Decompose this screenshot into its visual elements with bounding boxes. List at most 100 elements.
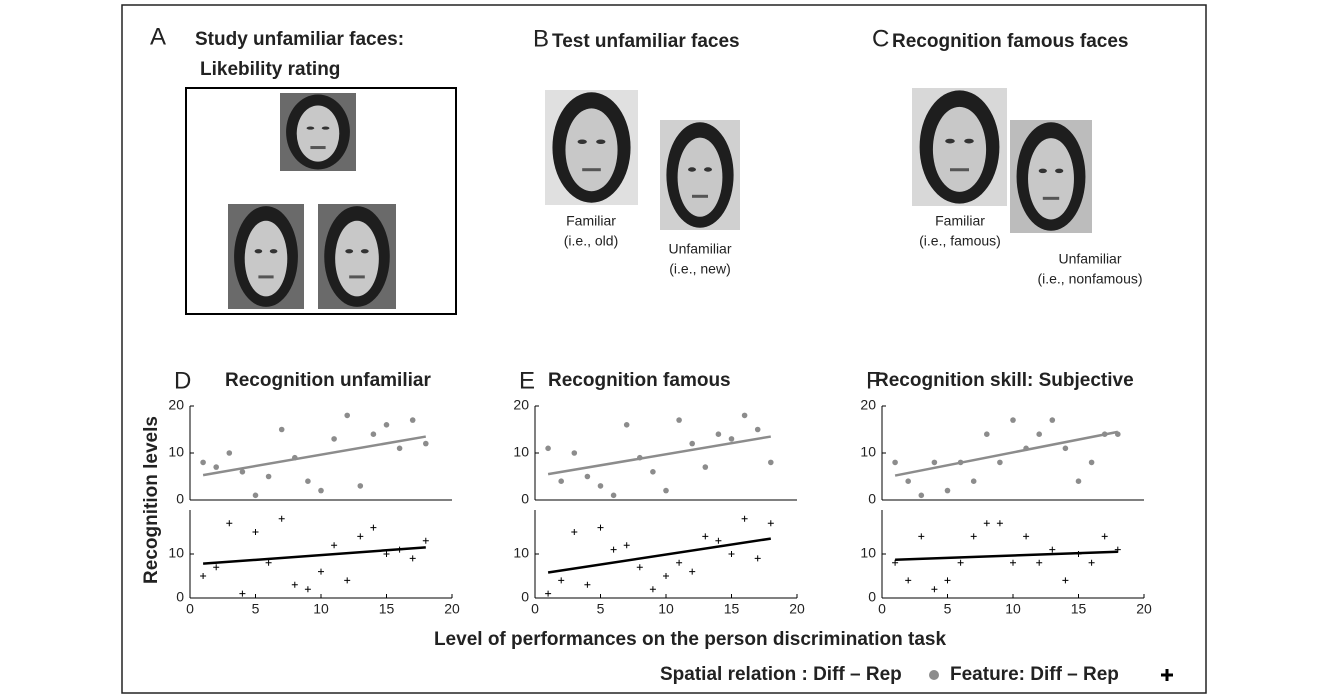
point: [729, 551, 735, 557]
point: [1089, 560, 1095, 566]
panel-title: Recognition famous faces: [892, 31, 1129, 52]
x-tick-label: 15: [1071, 601, 1087, 617]
point: [702, 533, 708, 539]
y-tick-label: 20: [860, 397, 876, 413]
point: [226, 520, 232, 526]
point: [1089, 460, 1095, 466]
point: [571, 529, 577, 535]
x-tick-label: 20: [789, 601, 805, 617]
legend-label: Feature: Diff – Rep: [950, 664, 1119, 685]
face-mouth: [310, 146, 325, 149]
point: [1049, 547, 1055, 553]
fit-line: [203, 547, 426, 563]
point: [931, 586, 937, 592]
face-eye: [345, 249, 353, 253]
x-tick-label: 10: [1005, 601, 1021, 617]
fit-line: [895, 432, 1118, 476]
x-tick-label: 0: [531, 601, 539, 617]
face-skin: [335, 221, 379, 297]
point: [371, 431, 377, 437]
x-tick-label: 0: [878, 601, 886, 617]
point: [945, 577, 951, 583]
face-eye: [361, 249, 369, 253]
point: [279, 427, 285, 433]
point: [1010, 417, 1016, 423]
point: [318, 488, 324, 494]
point: [715, 538, 721, 544]
point: [384, 422, 390, 428]
fit-line: [548, 539, 771, 573]
point: [997, 460, 1003, 466]
point: [984, 520, 990, 526]
point: [1010, 560, 1016, 566]
point: [358, 483, 364, 489]
fit-line: [548, 437, 771, 475]
point: [545, 591, 551, 597]
point: [213, 464, 219, 470]
y-tick-label: 10: [168, 545, 184, 561]
point: [558, 577, 564, 583]
x-tick-label: 15: [724, 601, 740, 617]
point: [624, 542, 630, 548]
face-eye: [307, 127, 315, 130]
point: [279, 516, 285, 522]
face-mouth: [1043, 197, 1059, 200]
point: [266, 560, 272, 566]
chart-title: Recognition skill: Subjective: [875, 370, 1134, 391]
face-skin: [245, 221, 288, 297]
point: [558, 478, 564, 484]
face-eye: [322, 127, 330, 130]
x-tick-label: 10: [313, 601, 329, 617]
face-mouth: [258, 275, 273, 278]
point: [958, 560, 964, 566]
point: [1023, 533, 1029, 539]
y-tick-label: 0: [868, 491, 876, 507]
point: [1063, 446, 1069, 452]
point: [689, 569, 695, 575]
point: [716, 431, 722, 437]
point: [971, 533, 977, 539]
point: [331, 436, 337, 442]
y-tick-label: 10: [168, 444, 184, 460]
point: [932, 460, 938, 466]
point: [755, 427, 761, 433]
y-tick-label: 0: [868, 589, 876, 605]
point: [584, 582, 590, 588]
point: [370, 525, 376, 531]
point: [384, 551, 390, 557]
y-tick-label: 0: [176, 589, 184, 605]
x-tick-label: 0: [186, 601, 194, 617]
point: [624, 422, 630, 428]
point: [755, 555, 761, 561]
point: [945, 488, 951, 494]
face-skin: [297, 105, 340, 161]
point: [598, 525, 604, 531]
x-tick-label: 15: [379, 601, 395, 617]
point: [905, 478, 911, 484]
face-eye: [578, 139, 587, 144]
panel-letter: D: [174, 367, 191, 394]
point: [742, 516, 748, 522]
point: [1102, 533, 1108, 539]
point: [200, 460, 206, 466]
face-eye: [964, 139, 974, 144]
x-tick-label: 20: [1136, 601, 1152, 617]
x-tick-label: 5: [597, 601, 605, 617]
y-tick-label: 20: [513, 397, 529, 413]
point: [1062, 577, 1068, 583]
panel-title: Likebility rating: [200, 59, 340, 80]
x-tick-label: 10: [658, 601, 674, 617]
point: [689, 441, 695, 447]
point: [227, 450, 233, 456]
point: [423, 538, 429, 544]
point: [213, 564, 219, 570]
point: [253, 493, 259, 499]
caption: (i.e., nonfamous): [1037, 271, 1142, 287]
face-eye: [255, 249, 263, 253]
point: [344, 577, 350, 583]
point: [1036, 431, 1042, 437]
point: [266, 474, 272, 480]
x-tick-label: 20: [444, 601, 460, 617]
point: [410, 417, 416, 423]
caption: Familiar: [935, 213, 985, 229]
